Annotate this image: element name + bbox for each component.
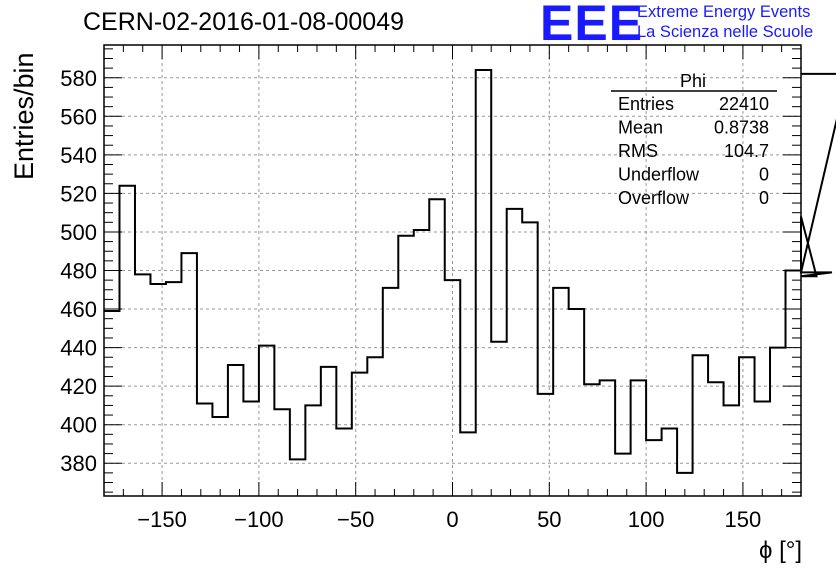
histogram-bin	[460, 432, 475, 496]
histogram-bin	[445, 280, 460, 496]
grid-lines	[104, 45, 801, 496]
chart-title: CERN-02-2016-01-08-00049	[83, 8, 405, 36]
histogram-bin	[569, 309, 584, 496]
y-tick-label: 580	[60, 66, 97, 91]
histogram-bin	[367, 357, 382, 496]
stats-label: Underflow	[618, 165, 700, 185]
stats-label: Mean	[618, 118, 663, 138]
y-tick-label: 560	[60, 104, 97, 129]
x-tick-label: 0	[446, 507, 458, 532]
histogram-bin	[755, 402, 770, 496]
stats-value: 22410	[719, 94, 769, 114]
histogram-bin	[197, 403, 212, 496]
histogram-outline	[104, 69, 836, 474]
y-axis-label: Entries/bin	[9, 52, 39, 180]
y-tick-label: 380	[60, 451, 97, 476]
stats-value: 0	[759, 188, 769, 208]
x-tick-label: 50	[537, 507, 561, 532]
y-tick-label: 460	[60, 297, 97, 322]
histogram-series	[104, 69, 836, 497]
histogram-bin	[181, 253, 196, 496]
x-tick-label: −100	[234, 507, 284, 532]
histogram-bin	[724, 405, 739, 496]
logo-subtitle-line1: Extreme Energy Events	[637, 3, 811, 21]
histogram-bin	[507, 209, 522, 496]
histogram-bin	[321, 367, 336, 496]
histogram-bin	[135, 274, 150, 496]
y-tick-label: 440	[60, 336, 97, 361]
histogram-bin	[662, 429, 677, 496]
histogram-bin	[553, 288, 568, 496]
x-tick-labels: −150 −100 −50 0 50 100 150	[137, 507, 761, 532]
stats-value: 0	[759, 165, 769, 185]
histogram-bin	[538, 394, 553, 496]
stats-title: Phi	[680, 71, 706, 91]
x-axis-label: ϕ [°]	[759, 537, 802, 564]
y-tick-label: 520	[60, 181, 97, 206]
y-tick-label: 420	[60, 374, 97, 399]
histogram-bin	[491, 342, 506, 496]
y-tick-label: 540	[60, 143, 97, 168]
stats-label: Entries	[618, 94, 674, 114]
y-tick-label: 480	[60, 259, 97, 284]
x-tick-label: 100	[628, 507, 665, 532]
x-tick-label: 150	[725, 507, 762, 532]
histogram-bin	[476, 70, 491, 496]
histogram-bin	[166, 282, 181, 496]
histogram-bin	[615, 454, 630, 496]
eee-logo: EEE	[540, 0, 644, 51]
histogram-bin	[708, 382, 723, 496]
histogram-bin	[352, 373, 367, 496]
histogram-bin	[243, 402, 258, 496]
histogram-bin	[646, 440, 661, 496]
histogram-bin	[336, 429, 351, 496]
histogram-bin	[600, 380, 615, 496]
histogram-bin	[739, 357, 754, 496]
y-tick-label: 500	[60, 220, 97, 245]
histogram-bin	[631, 380, 646, 496]
histogram-bin	[429, 199, 444, 496]
histogram-bin	[786, 271, 801, 497]
stats-label: RMS	[618, 141, 658, 161]
logo-subtitle-line2: La Scienza nelle Scuole	[637, 23, 814, 41]
histogram-bin	[584, 384, 599, 496]
histogram-bin	[522, 222, 537, 496]
histogram-bin	[150, 284, 165, 496]
stats-value: 0.8738	[714, 118, 769, 138]
stats-value: 104.7	[724, 141, 769, 161]
histogram-bin	[414, 230, 429, 496]
histogram-bin	[212, 417, 227, 496]
histogram-bin	[383, 288, 398, 496]
histogram-bin	[305, 405, 320, 496]
y-tick-labels: 380 400 420 440 460 480 500 520 540 560 580	[60, 66, 97, 476]
histogram-bin	[228, 365, 243, 496]
y-tick-label: 400	[60, 413, 97, 438]
histogram-bin	[398, 236, 413, 496]
histogram-bin	[770, 348, 785, 496]
histogram-bin	[274, 409, 289, 496]
x-tick-label: −50	[337, 507, 374, 532]
histogram-bin	[259, 346, 274, 496]
histogram-bin	[693, 355, 708, 496]
stats-label: Overflow	[618, 188, 690, 208]
x-tick-label: −150	[137, 507, 187, 532]
axis-ticks	[103, 45, 802, 496]
histogram-bin	[104, 311, 119, 496]
stats-box: Phi Entries 22410 Mean 0.8738 RMS 104.7 Underf…	[611, 71, 777, 208]
